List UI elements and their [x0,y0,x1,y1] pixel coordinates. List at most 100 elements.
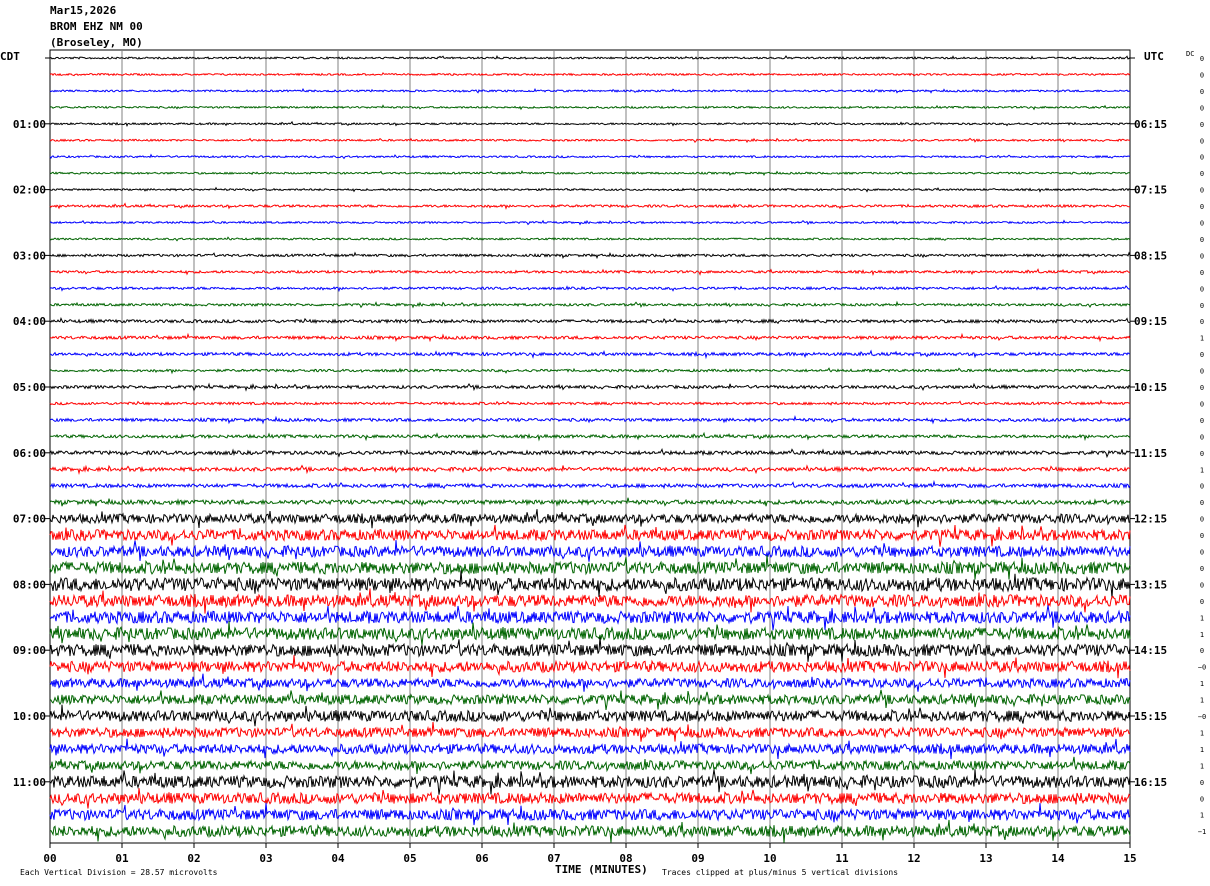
dc-offset-value: 0 [1200,499,1204,507]
dc-offset-value: 1 [1200,697,1204,705]
dc-offset-value: 0 [1200,137,1204,145]
footer-vertical-division: Each Vertical Division = 28.57 microvolt… [20,868,218,877]
dc-offset-value: 1 [1200,812,1204,820]
dc-offset-value: 0 [1200,236,1204,244]
seismic-trace [49,54,1131,60]
dc-offset-value: 0 [1200,384,1204,392]
x-tick-label: 08 [619,852,632,865]
dc-offset-value: 0 [1200,647,1204,655]
dc-offset-value: 0 [1200,417,1204,425]
seismic-trace [50,431,1131,442]
seismic-trace [49,448,1131,459]
seismic-trace [49,202,1131,210]
dc-offset-value: 0 [1200,252,1204,260]
seismic-trace [49,251,1131,260]
right-hour-label: 08:15 [1134,249,1167,262]
seismic-trace [49,570,1131,599]
dc-offset-value: 0 [1200,154,1204,162]
x-axis-title: TIME (MINUTES) [555,863,648,876]
dc-offset-value: 1 [1200,746,1204,754]
seismic-trace [49,284,1131,293]
seismic-trace [49,621,1131,646]
seismic-trace [49,704,1131,727]
dc-offset-value: 0 [1200,400,1204,408]
left-hour-label: 10:00 [13,710,46,723]
right-hour-label: 07:15 [1134,184,1167,197]
x-tick-label: 11 [835,852,849,865]
seismic-trace [49,788,1131,809]
seismic-trace [49,479,1131,490]
seismic-trace [49,300,1131,309]
dc-offset-value: 0 [1200,104,1204,112]
seismic-trace [49,756,1131,775]
left-hour-label: 01:00 [13,118,46,131]
x-tick-label: 09 [691,852,704,865]
seismic-trace [49,588,1131,614]
dc-offset-value: 0 [1200,88,1204,96]
location-label: (Broseley, MO) [50,36,143,49]
chart-header: Mar15,2026 BROM EHZ NM 00 (Broseley, MO) [50,3,143,51]
seismic-trace [49,153,1131,160]
seismic-trace [49,332,1131,343]
seismic-trace [49,120,1131,127]
left-hour-label: 04:00 [13,315,46,328]
seismic-trace [49,464,1131,475]
seismic-trace [49,555,1131,580]
seismic-trace [49,414,1131,425]
dc-offset-value: 0 [1200,302,1204,310]
seismic-trace [49,88,1131,94]
dc-offset-value: 0 [1200,516,1204,524]
seismic-trace [49,637,1131,662]
dc-offset-value: 1 [1200,466,1204,474]
dc-offset-value: −1 [1198,828,1206,836]
dc-offset-value: 1 [1200,680,1204,688]
seismic-trace [49,803,1131,826]
seismic-trace [49,509,1131,529]
dc-offset-value: 0 [1200,187,1204,195]
seismic-trace [49,738,1131,760]
dc-offset-value: 0 [1200,285,1204,293]
left-hour-label: 05:00 [13,381,46,394]
dc-offset-value: 0 [1200,565,1204,573]
right-hour-label: 15:15 [1134,710,1167,723]
x-tick-label: 10 [763,852,776,865]
dc-offset-value: 0 [1200,368,1204,376]
x-tick-label: 02 [187,852,200,865]
dc-offset-value: 1 [1200,335,1204,343]
dc-offset-value: 0 [1200,598,1204,606]
dc-offset-value: −0 [1198,664,1206,672]
left-hour-label: 02:00 [13,184,46,197]
seismic-trace [49,268,1131,277]
seismic-trace [49,673,1131,692]
dc-offset-value: 0 [1200,203,1204,211]
seismic-trace [49,722,1131,742]
axis-labels: CDT UTC DC TIME (MINUTES) Each Vertical … [0,50,1206,877]
date-label: Mar15,2026 [50,4,117,17]
dc-header-label: DC [1186,50,1194,58]
trace-group [49,54,1131,843]
left-hour-label: 06:00 [13,447,46,460]
seismic-trace [49,367,1131,375]
dc-offset-value: 0 [1200,55,1204,63]
seismic-trace [49,170,1131,177]
x-tick-label: 12 [907,852,920,865]
seismic-trace [49,72,1131,77]
right-hour-label: 09:15 [1134,315,1167,328]
dc-offset-value: −0 [1198,713,1206,721]
x-tick-label: 13 [979,852,992,865]
seismic-trace [49,137,1131,144]
seismic-trace [49,497,1131,507]
right-hour-label: 14:15 [1134,644,1167,657]
grid-lines [45,49,1135,848]
seismic-trace [49,769,1131,795]
dc-offset-value: 0 [1200,351,1204,359]
x-tick-label: 06 [475,852,489,865]
left-hour-label: 07:00 [13,513,46,526]
x-tick-label: 03 [259,852,272,865]
dc-offset-value: 0 [1200,170,1204,178]
dc-offset-value: 0 [1200,71,1204,79]
seismic-trace [49,655,1131,679]
seismic-trace [49,524,1131,547]
dc-offset-value: 0 [1200,269,1204,277]
x-tick-label: 14 [1051,852,1065,865]
